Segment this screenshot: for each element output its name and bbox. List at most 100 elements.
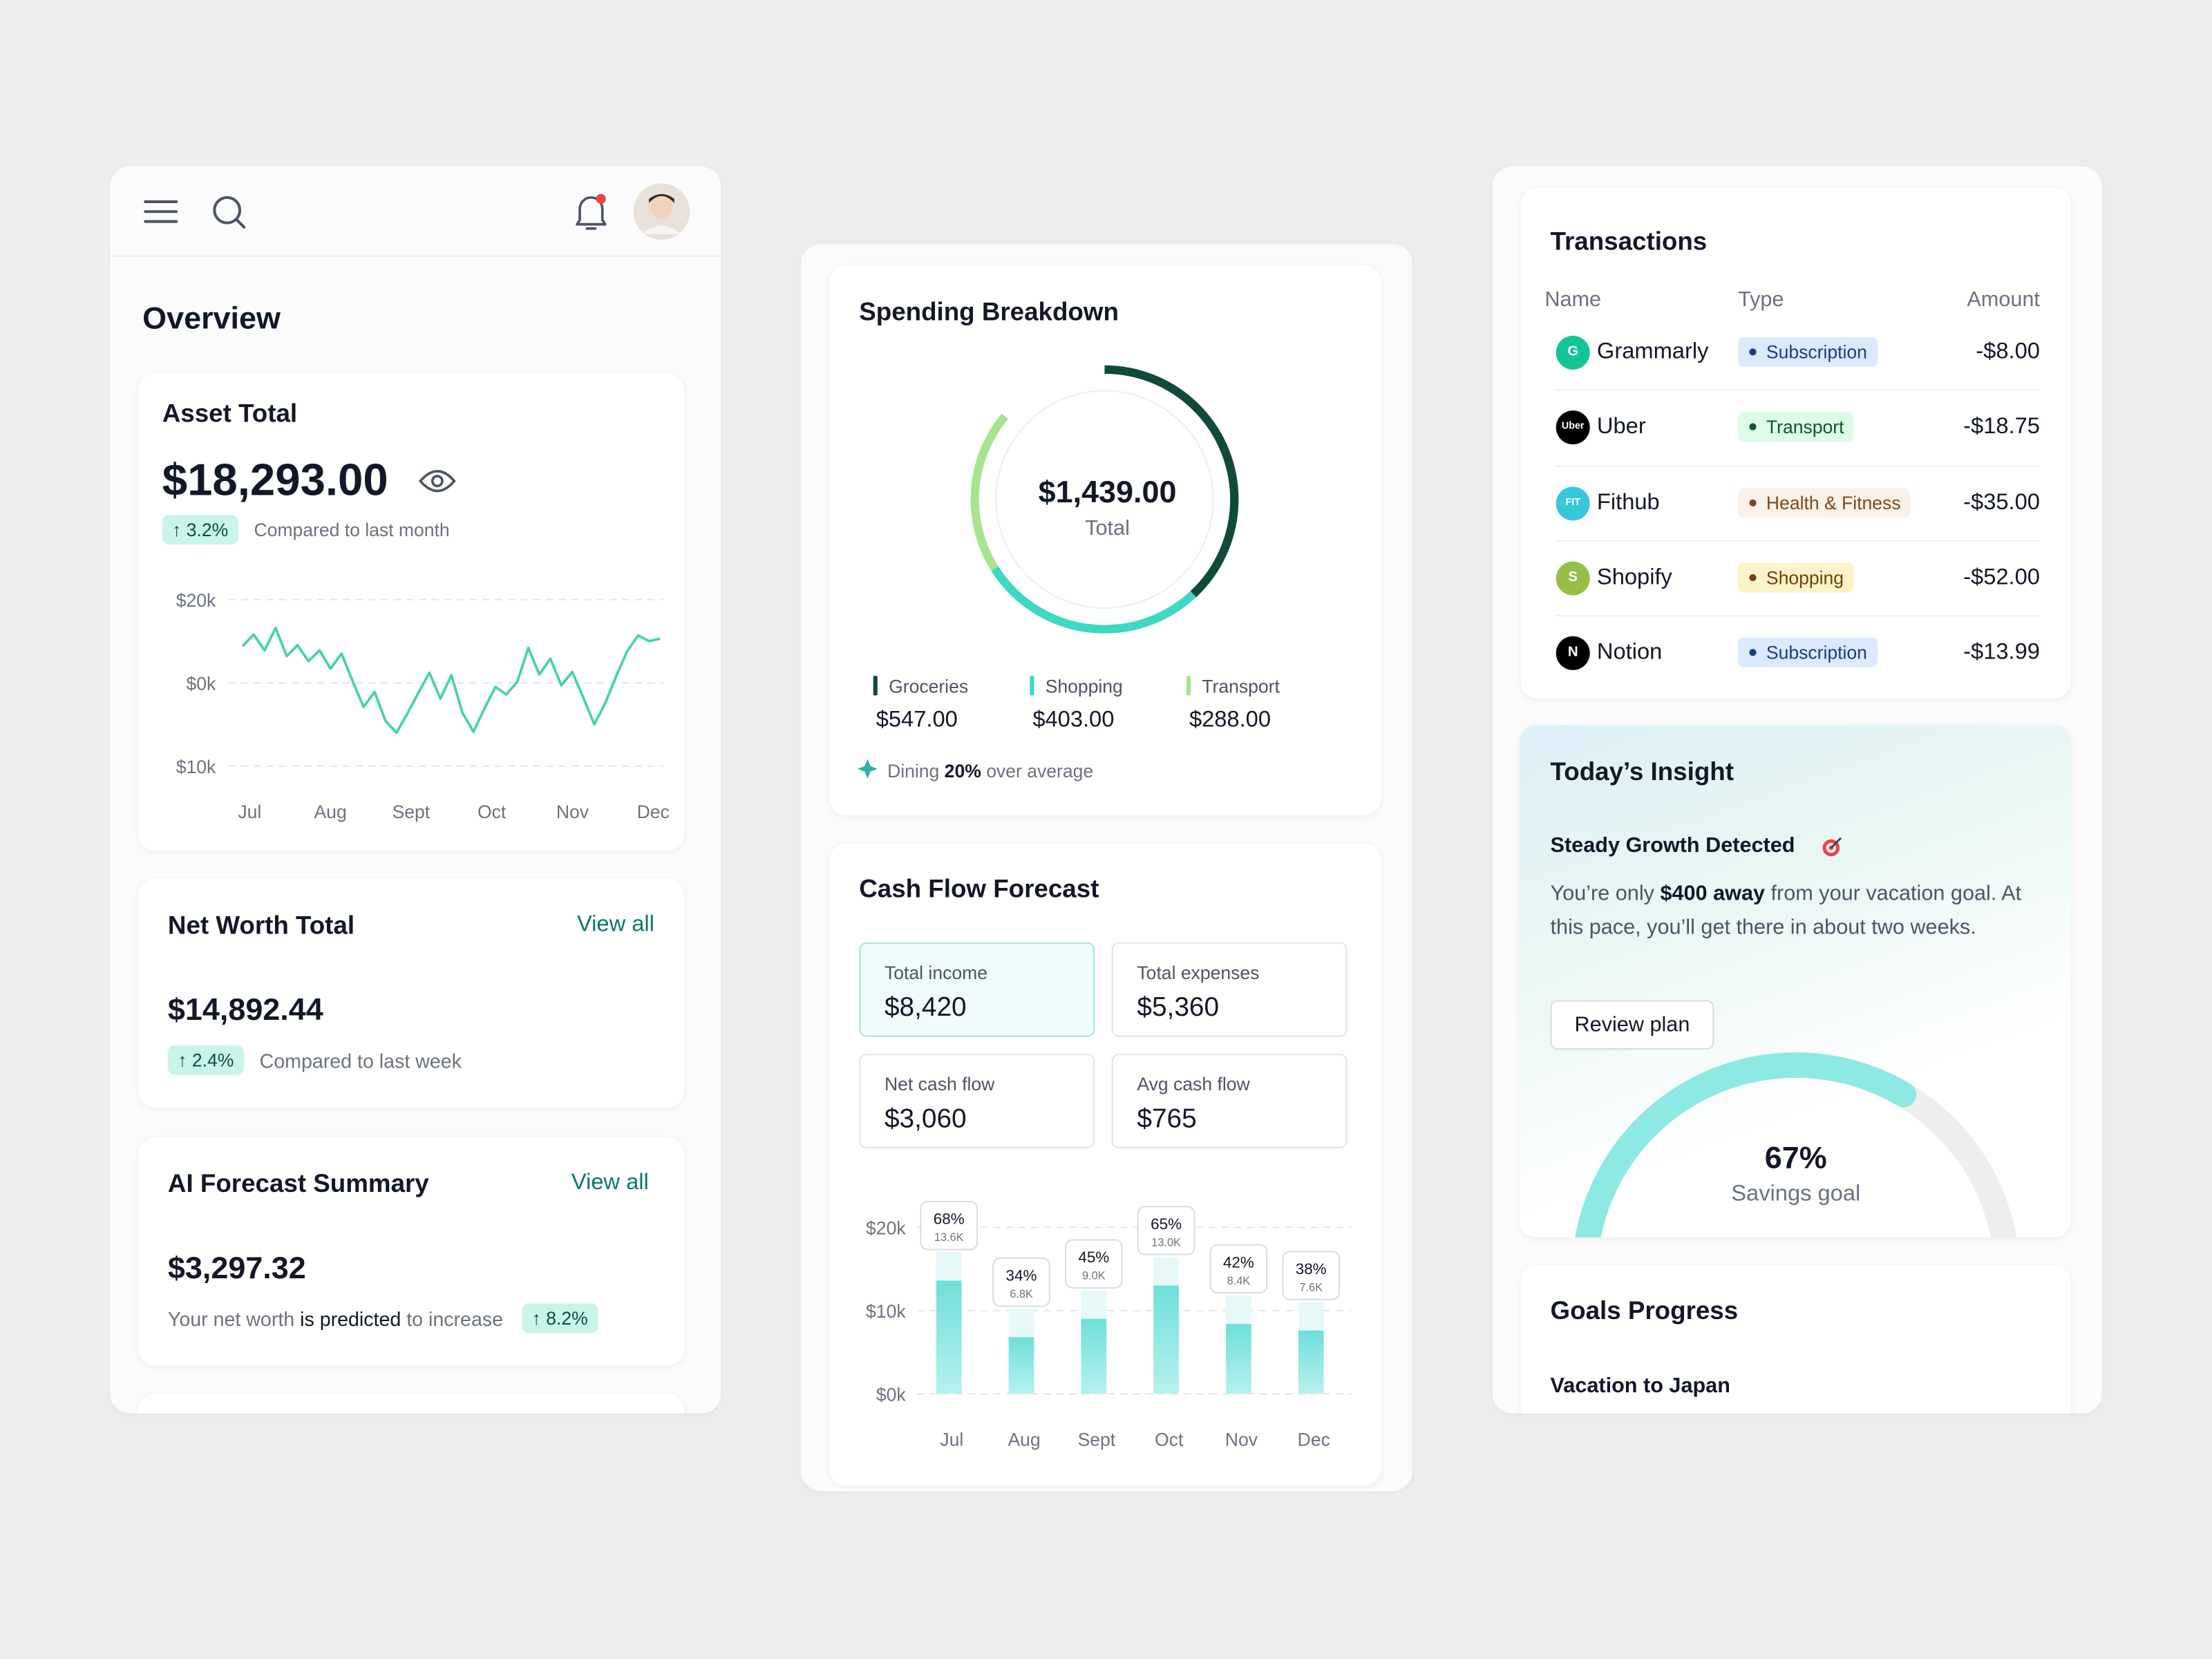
transaction-amount: -$52.00 (1963, 565, 2040, 590)
text: to increase (401, 1307, 504, 1331)
row-divider (1556, 540, 2040, 542)
review-plan-button[interactable]: Review plan (1550, 1000, 1714, 1050)
type-badge: Transport (1738, 412, 1854, 442)
column-header: Type (1738, 287, 1784, 312)
type-badge: Health & Fitness (1738, 488, 1911, 518)
change-badge: ↑ 2.4% (167, 1045, 244, 1075)
x-tick-label: Aug (1008, 1430, 1040, 1450)
insight-body: You’re only $400 away from your vacation… (1551, 878, 2053, 944)
y-tick-label: $10k (176, 757, 216, 777)
bar-value-label: 13.0K (1151, 1236, 1181, 1249)
x-tick-label: Jul (238, 802, 261, 822)
x-tick-label: Dec (1298, 1430, 1330, 1450)
legend-swatch (1030, 675, 1034, 696)
insight-headline: Steady Growth Detected (1550, 833, 1795, 858)
x-tick-label: Nov (1225, 1430, 1258, 1450)
stat-label: Total expenses (1137, 962, 1260, 984)
stat-box: Avg cash flow $765 (1111, 1054, 1348, 1148)
bar-label-box (1064, 1239, 1123, 1289)
card-title: Goals Progress (1550, 1296, 1739, 1325)
stat-value: $3,060 (884, 1104, 967, 1135)
y-tick-label: $0k (876, 1384, 907, 1405)
bar (936, 1280, 962, 1394)
stat-value: $5,360 (1137, 993, 1220, 1023)
view-all-link[interactable]: View all (576, 912, 654, 937)
stat-box: Total income $8,420 (859, 942, 1095, 1037)
compare-text: Compared to last month (254, 519, 450, 540)
x-tick-label: Jul (940, 1430, 963, 1450)
bar (1298, 1330, 1324, 1394)
notification-icon[interactable] (570, 189, 612, 234)
text: from your vacation goal. At this pace, y… (1550, 882, 2022, 939)
transaction-name: Fithub (1596, 491, 1660, 515)
gauge-fill (1575, 1052, 2017, 1238)
gauge-value: 67% (1764, 1139, 1827, 1175)
legend-value: $288.00 (1189, 705, 1271, 731)
net-worth-amount: $14,892.44 (167, 992, 323, 1027)
row-divider (1556, 615, 2040, 617)
bar (1008, 1337, 1034, 1394)
transaction-amount: -$35.00 (1963, 491, 2040, 515)
donut-caption: Total (1085, 516, 1130, 540)
stat-value: $765 (1137, 1104, 1197, 1135)
stat-value: $8,420 (884, 993, 967, 1023)
visibility-icon[interactable] (417, 467, 457, 495)
bar-value-label: 8.4K (1227, 1275, 1251, 1287)
bar-cap (1008, 1309, 1034, 1338)
legend-label: Transport (1202, 676, 1280, 696)
donut-segment (970, 365, 1239, 634)
text: over average (981, 760, 1094, 782)
x-tick-label: Sept (393, 802, 431, 822)
row-divider (1556, 389, 2040, 391)
bar-percent-label: 38% (1296, 1260, 1327, 1278)
bar-percent-label: 42% (1223, 1253, 1254, 1271)
page-title: Overview (142, 300, 281, 336)
x-tick-label: Oct (1155, 1430, 1184, 1450)
transaction-amount: -$8.00 (1976, 340, 2040, 364)
view-all-link[interactable]: View all (571, 1170, 649, 1195)
asset-amount: $18,293.00 (162, 454, 388, 505)
card-title: Transactions (1550, 227, 1708, 256)
card-title: Net Worth Total (167, 911, 355, 940)
bar-cap (1226, 1296, 1251, 1324)
search-icon[interactable] (209, 192, 251, 234)
bar-cap (936, 1252, 962, 1281)
bar-label-box (920, 1200, 979, 1251)
bar (1226, 1323, 1251, 1394)
avatar[interactable] (633, 183, 690, 240)
donut-total: $1,439.00 (1038, 474, 1177, 510)
text-emphasis: is predicted (300, 1307, 401, 1331)
menu-icon[interactable] (141, 192, 183, 231)
transactions-card (1520, 187, 2071, 699)
text: Your net worth (167, 1307, 301, 1331)
x-tick-label: Aug (314, 802, 346, 822)
transaction-name: Notion (1596, 640, 1663, 665)
insight-note: Dining 20% over average (887, 760, 1093, 781)
card-title: Cash Flow Forecast (859, 874, 1099, 903)
x-tick-label: Dec (637, 802, 670, 822)
donut-segment (970, 365, 1239, 634)
bar-label-box (1209, 1244, 1268, 1294)
bar (1153, 1285, 1179, 1394)
bar-cap (1298, 1302, 1324, 1331)
target-icon (1822, 837, 1842, 857)
bar-value-label: 13.6K (934, 1231, 964, 1244)
column-header: Amount (1967, 287, 2040, 312)
change-badge: ↑ 8.2% (522, 1303, 598, 1334)
x-tick-label: Nov (556, 802, 589, 822)
y-tick-label: $10k (866, 1301, 906, 1322)
transaction-name: Grammarly (1596, 340, 1709, 364)
card-title: AI Forecast Summary (167, 1169, 429, 1198)
card-title: Spending Breakdown (859, 297, 1119, 326)
transaction-amount: -$13.99 (1963, 640, 2040, 665)
type-badge: Subscription (1738, 637, 1878, 667)
bar-cap (1153, 1257, 1179, 1286)
text-emphasis: 20% (944, 760, 981, 782)
bar-percent-label: 65% (1151, 1215, 1182, 1233)
legend-swatch (1186, 675, 1191, 696)
stat-label: Avg cash flow (1137, 1073, 1250, 1095)
text: You’re only (1550, 882, 1661, 906)
